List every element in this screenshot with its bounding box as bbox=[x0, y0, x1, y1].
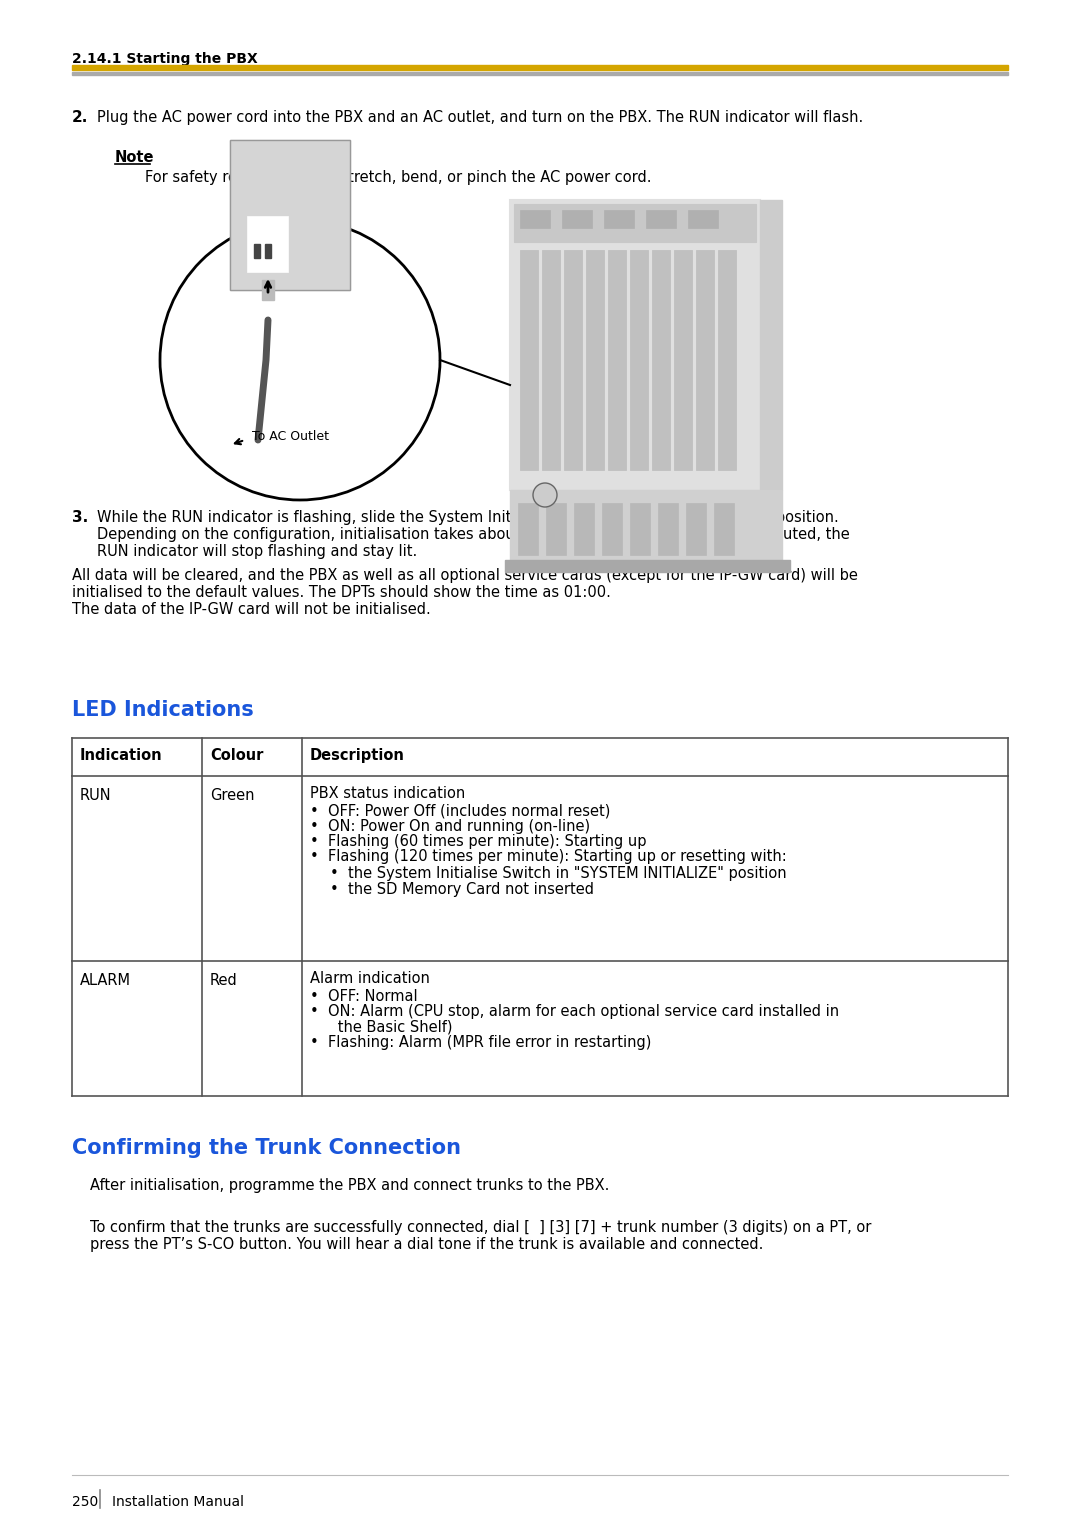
Text: LED Indications: LED Indications bbox=[72, 699, 254, 721]
Bar bbox=[688, 211, 718, 228]
Bar bbox=[658, 502, 678, 554]
Bar bbox=[518, 502, 538, 554]
Text: the Basic Shelf): the Basic Shelf) bbox=[310, 1020, 453, 1035]
Text: initialised to the default values. The DPTs should show the time as 01:00.: initialised to the default values. The D… bbox=[72, 585, 611, 600]
Text: Description: Description bbox=[310, 748, 405, 764]
Bar bbox=[230, 140, 350, 290]
Text: •  the System Initialise Switch in "SYSTEM INITIALIZE" position: • the System Initialise Switch in "SYSTE… bbox=[330, 866, 786, 881]
Bar bbox=[652, 250, 670, 470]
Text: Plug the AC power cord into the PBX and an AC outlet, and turn on the PBX. The R: Plug the AC power cord into the PBX and … bbox=[97, 110, 863, 125]
Bar bbox=[586, 250, 604, 470]
Text: After initialisation, programme the PBX and connect trunks to the PBX.: After initialisation, programme the PBX … bbox=[90, 1177, 609, 1193]
Bar bbox=[514, 205, 756, 241]
Bar bbox=[248, 217, 288, 272]
Text: Confirming the Trunk Connection: Confirming the Trunk Connection bbox=[72, 1138, 461, 1157]
Bar bbox=[546, 502, 566, 554]
Text: •  Flashing (120 times per minute): Starting up or resetting with:: • Flashing (120 times per minute): Start… bbox=[310, 849, 786, 864]
Bar bbox=[510, 490, 782, 560]
Text: For safety reasons, do not stretch, bend, or pinch the AC power cord.: For safety reasons, do not stretch, bend… bbox=[145, 169, 651, 185]
Bar bbox=[573, 502, 594, 554]
Bar bbox=[646, 211, 676, 228]
Bar bbox=[505, 560, 789, 573]
Bar bbox=[254, 244, 260, 258]
Text: press the PT’s S-CO button. You will hear a dial tone if the trunk is available : press the PT’s S-CO button. You will hea… bbox=[90, 1237, 764, 1252]
Bar bbox=[562, 211, 592, 228]
Bar bbox=[608, 250, 626, 470]
Text: Red: Red bbox=[210, 973, 238, 988]
Text: 2.: 2. bbox=[72, 110, 89, 125]
Text: Alarm indication: Alarm indication bbox=[310, 971, 430, 986]
Text: 2.14.1 Starting the PBX: 2.14.1 Starting the PBX bbox=[72, 52, 258, 66]
Text: While the RUN indicator is flashing, slide the System Initialise Switch back to : While the RUN indicator is flashing, sli… bbox=[97, 510, 839, 525]
Bar bbox=[265, 244, 271, 258]
Text: 250: 250 bbox=[72, 1495, 98, 1509]
Bar bbox=[718, 250, 735, 470]
Text: The data of the IP-GW card will not be initialised.: The data of the IP-GW card will not be i… bbox=[72, 602, 431, 617]
Text: •  ON: Power On and running (on-line): • ON: Power On and running (on-line) bbox=[310, 818, 590, 834]
Text: RUN indicator will stop flashing and stay lit.: RUN indicator will stop flashing and sta… bbox=[97, 544, 417, 559]
Bar bbox=[72, 66, 1008, 70]
Text: Colour: Colour bbox=[210, 748, 264, 764]
Text: •  Flashing: Alarm (MPR file error in restarting): • Flashing: Alarm (MPR file error in res… bbox=[310, 1035, 651, 1051]
Circle shape bbox=[160, 220, 440, 499]
Text: •  the SD Memory Card not inserted: • the SD Memory Card not inserted bbox=[330, 883, 594, 896]
Bar bbox=[604, 211, 634, 228]
Bar bbox=[696, 250, 714, 470]
Bar bbox=[686, 502, 706, 554]
Bar bbox=[542, 250, 561, 470]
Bar bbox=[714, 502, 734, 554]
Bar bbox=[230, 140, 350, 290]
Text: •  ON: Alarm (CPU stop, alarm for each optional service card installed in: • ON: Alarm (CPU stop, alarm for each op… bbox=[310, 1003, 839, 1019]
Bar bbox=[630, 250, 648, 470]
Bar bbox=[262, 279, 274, 299]
Text: •  OFF: Normal: • OFF: Normal bbox=[310, 989, 418, 1003]
Bar bbox=[674, 250, 692, 470]
Text: •  OFF: Power Off (includes normal reset): • OFF: Power Off (includes normal reset) bbox=[310, 805, 610, 818]
Text: Green: Green bbox=[210, 788, 255, 803]
Bar bbox=[630, 502, 650, 554]
Text: PBX status indication: PBX status indication bbox=[310, 786, 465, 802]
Circle shape bbox=[534, 483, 557, 507]
Text: 3.: 3. bbox=[72, 510, 89, 525]
Bar bbox=[72, 72, 1008, 75]
Text: ALARM: ALARM bbox=[80, 973, 131, 988]
Text: All data will be cleared, and the PBX as well as all optional service cards (exc: All data will be cleared, and the PBX as… bbox=[72, 568, 858, 583]
Text: •  Flashing (60 times per minute): Starting up: • Flashing (60 times per minute): Starti… bbox=[310, 834, 647, 849]
Bar bbox=[760, 200, 782, 490]
Bar bbox=[602, 502, 622, 554]
Bar bbox=[510, 200, 760, 490]
Text: Indication: Indication bbox=[80, 748, 163, 764]
Text: To AC Outlet: To AC Outlet bbox=[252, 431, 329, 443]
Text: Note: Note bbox=[114, 150, 154, 165]
Bar bbox=[564, 250, 582, 470]
Text: To confirm that the trunks are successfully connected, dial [  ] [3] [7] + trunk: To confirm that the trunks are successfu… bbox=[90, 1220, 872, 1235]
Text: Depending on the configuration, initialisation takes about 1 min to 3 min. If su: Depending on the configuration, initiali… bbox=[97, 527, 850, 542]
Text: RUN: RUN bbox=[80, 788, 111, 803]
Text: Installation Manual: Installation Manual bbox=[112, 1495, 244, 1509]
Bar bbox=[519, 211, 550, 228]
Bar bbox=[519, 250, 538, 470]
